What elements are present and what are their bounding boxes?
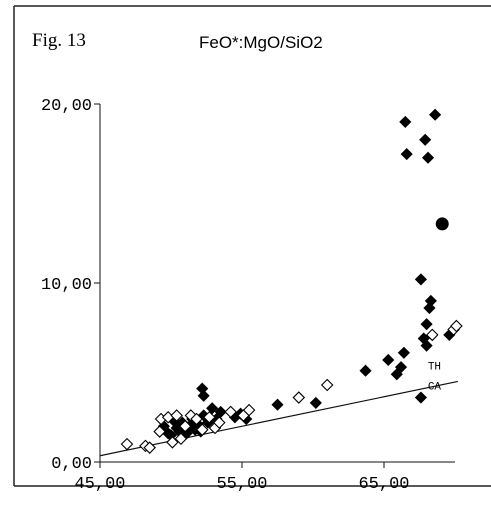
open-diamond-point bbox=[195, 423, 209, 437]
filled-diamond-point bbox=[206, 402, 219, 415]
filled-diamond-point bbox=[359, 364, 372, 377]
th-ca-divider: TH CA bbox=[99, 361, 458, 457]
open-diamond-point bbox=[166, 436, 179, 449]
open-diamond-point bbox=[450, 319, 463, 333]
x-tick-label: 55,00 bbox=[216, 475, 267, 494]
filled-diamond-point bbox=[420, 318, 433, 331]
filled-diamond-point bbox=[309, 396, 322, 409]
filled-diamond-point bbox=[399, 115, 412, 128]
filled-diamond-point bbox=[397, 346, 410, 359]
open-diamond-point bbox=[178, 419, 192, 433]
y-tick-label: 10,00 bbox=[41, 276, 92, 295]
filled-diamond-point bbox=[414, 273, 427, 286]
filled-circle-point bbox=[435, 217, 449, 231]
filled-diamond-point bbox=[429, 108, 442, 121]
filled-diamond-point bbox=[424, 294, 437, 307]
open-diamond-point bbox=[190, 412, 203, 426]
open-diamond-point bbox=[174, 432, 188, 446]
x-tick-label: 45,00 bbox=[74, 475, 125, 494]
chart-title: FeO*:MgO/SiO2 bbox=[199, 33, 323, 52]
open-diamond-point bbox=[170, 409, 183, 422]
open-diamond-point bbox=[426, 328, 439, 342]
filled-diamond-point bbox=[400, 148, 413, 161]
open-diamond-point bbox=[143, 441, 156, 454]
open-diamond-point bbox=[224, 405, 237, 419]
open-diamond-point bbox=[120, 437, 134, 451]
open-diamond-point bbox=[203, 410, 216, 424]
open-diamond-point bbox=[292, 391, 306, 404]
filled-diamond-point bbox=[421, 151, 435, 164]
filled-diamond-point bbox=[394, 361, 408, 374]
y-tick-label: 0,00 bbox=[51, 455, 92, 474]
divider-line bbox=[99, 380, 458, 457]
y-tick-label: 20,00 bbox=[41, 97, 92, 116]
filled-diamond-point bbox=[197, 389, 210, 402]
axis-ticks: 45,00 55,00 65,00 0,00 10,00 20,00 bbox=[41, 97, 410, 494]
filled-diamond-point bbox=[417, 332, 430, 345]
filled-diamond-point bbox=[414, 391, 427, 404]
th-label: TH bbox=[428, 361, 441, 373]
filled-diamond-point bbox=[214, 405, 227, 418]
open-diamond-point bbox=[153, 425, 166, 438]
filled-diamond-point bbox=[419, 133, 432, 146]
open-diamond-point bbox=[320, 378, 334, 392]
x-tick-label: 65,00 bbox=[358, 475, 409, 494]
filled-diamond-point bbox=[271, 398, 284, 411]
open-diamond-point bbox=[213, 416, 226, 429]
ca-label: CA bbox=[428, 381, 442, 393]
data-points bbox=[120, 108, 463, 454]
filled-diamond-point bbox=[382, 353, 395, 367]
figure-label: Fig. 13 bbox=[32, 30, 86, 51]
open-diamond-point bbox=[242, 403, 256, 417]
